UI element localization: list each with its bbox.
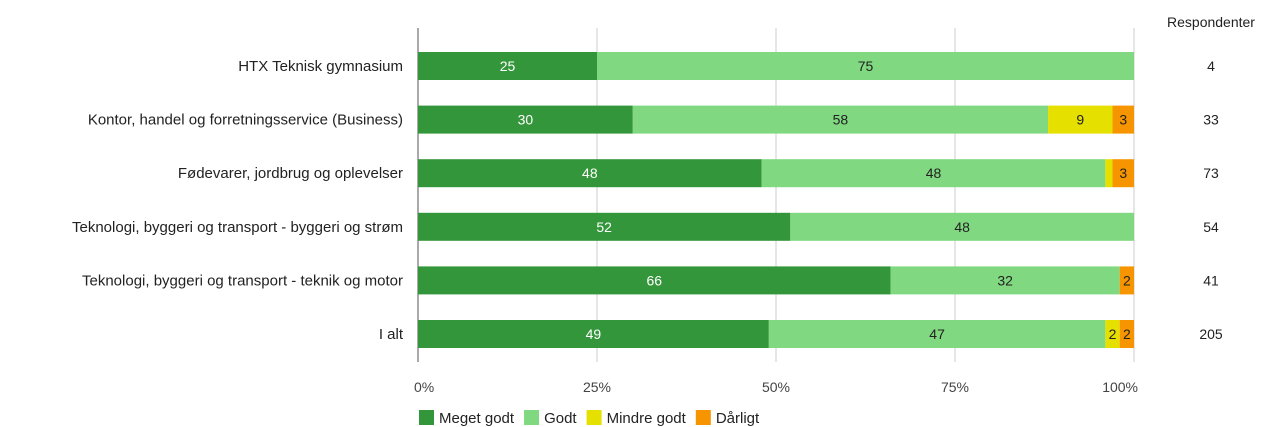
bar-data-label: 47 [929,326,945,342]
bar-data-label: 48 [926,165,942,181]
bar-data-label: 30 [518,112,534,128]
bar-data-label: 3 [1119,112,1127,128]
bar-data-label: 48 [582,165,598,181]
legend-swatch [586,410,602,425]
bar-segment [890,266,1120,295]
bar-segment [1048,105,1113,134]
respondent-count: 33 [1203,112,1219,128]
bar-data-label: 25 [500,58,516,74]
bar-segment [418,52,597,80]
respondent-count: 205 [1199,326,1223,342]
bar-data-label: 2 [1123,272,1131,288]
respondents-column: Respondenter 4 33 73 54 41 205 [1167,14,1255,342]
legend-swatch [524,410,540,425]
bar-segment [790,212,1134,241]
respondent-count: 4 [1207,58,1215,74]
legend-label: Godt [544,410,577,427]
bar-data-label: 2 [1109,326,1117,342]
respondents-header: Respondenter [1167,14,1255,30]
x-axis-tick-labels: 0% 25% 50% 75% 100% [414,379,1138,395]
x-tick-label: 50% [762,379,790,395]
bar-segment [418,105,633,134]
bar-data-label: 48 [954,219,970,235]
bar-segment [418,159,762,188]
category-label: Fødevarer, jordbrug og oplevelser [178,165,403,182]
legend-swatch [695,410,711,425]
category-labels: HTX Teknisk gymnasium Kontor, handel og f… [72,58,404,343]
bar-segment [1105,159,1113,188]
bar-data-label: 3 [1119,165,1127,181]
bar-data-label: 66 [646,272,662,288]
bar-data-label: 2 [1123,326,1131,342]
bar-segment [1112,105,1134,134]
bar-segment [768,320,1106,348]
legend: Meget godt Godt Mindre godt Dårligt [419,410,760,427]
bar-data-label: 49 [586,326,602,342]
gridlines [417,28,1135,362]
legend-label: Mindre godt [607,410,687,427]
legend-swatch [419,410,434,425]
bar-segment [632,105,1049,134]
bar-data-label: 52 [596,219,612,235]
legend-label: Meget godt [439,410,515,427]
respondent-count: 54 [1203,219,1219,235]
bars [418,52,1134,348]
respondent-count: 41 [1203,272,1219,288]
bar-data-label: 58 [833,112,849,128]
bar-data-label: 75 [858,58,874,74]
bar-segment [597,52,1134,80]
category-label: Teknologi, byggeri og transport - teknik… [82,272,403,289]
respondent-count: 73 [1203,165,1219,181]
bar-segment [1105,320,1120,348]
bar-segment [418,266,891,295]
bar-data-label: 32 [997,272,1013,288]
bar-data-label: 9 [1076,112,1084,128]
category-label: HTX Teknisk gymnasium [238,58,403,75]
x-tick-label: 25% [583,379,611,395]
bar-segment [1119,320,1134,348]
legend-label: Dårligt [716,410,760,427]
bar-segment [761,159,1106,188]
x-tick-label: 75% [941,379,969,395]
x-tick-label: 0% [414,379,434,395]
bar-segment [1112,159,1134,188]
bar-segment [1119,266,1134,295]
x-tick-label: 100% [1102,379,1138,395]
category-label: Teknologi, byggeri og transport - bygger… [72,219,403,236]
bar-segment [418,212,791,241]
category-label: I alt [379,326,404,343]
category-label: Kontor, handel og forretningsservice (Bu… [88,112,403,129]
bar-segment [418,320,769,348]
